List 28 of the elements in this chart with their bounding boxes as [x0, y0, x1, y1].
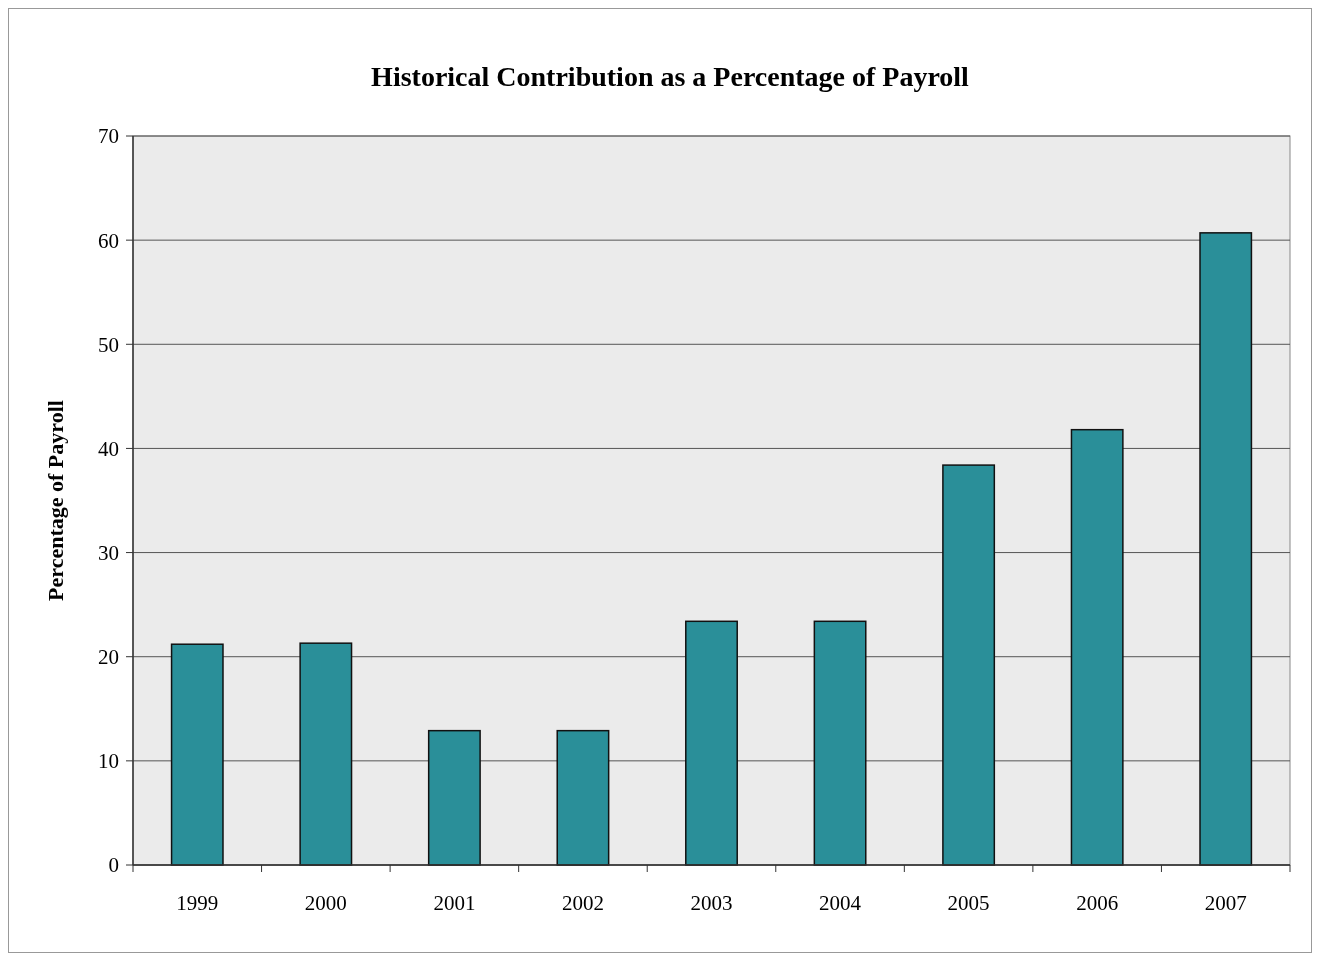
y-tick-label: 10 — [98, 749, 119, 774]
x-tick-label: 2002 — [561, 891, 604, 915]
y-axis-title: Percentage of Payroll — [43, 400, 68, 601]
bar — [427, 729, 481, 866]
y-tick-label: 40 — [98, 436, 119, 461]
bar — [1070, 428, 1124, 866]
x-tick-label: 1999 — [176, 891, 219, 915]
x-tick-label: 2004 — [819, 891, 862, 915]
y-tick-label: 20 — [98, 645, 119, 670]
bar — [299, 642, 353, 866]
x-tick-label: 2001 — [433, 891, 476, 915]
x-tick-label: 2000 — [304, 891, 347, 915]
y-tick-label: 60 — [98, 228, 119, 253]
y-tick-label: 30 — [98, 540, 119, 565]
bar — [170, 643, 224, 866]
y-tick-label: 50 — [98, 332, 119, 357]
bar — [942, 464, 996, 866]
bar — [1199, 232, 1253, 866]
x-tick-label: 2007 — [1204, 891, 1247, 915]
x-tick-label: 2005 — [947, 891, 990, 915]
y-tick-label: 0 — [108, 853, 119, 878]
x-tick-label: 2006 — [1076, 891, 1119, 915]
bar — [813, 620, 867, 866]
chart-title: Historical Contribution as a Percentage of Payroll — [371, 61, 970, 92]
y-tick-label: 70 — [98, 124, 119, 149]
bar — [685, 620, 738, 866]
x-tick-label: 2003 — [690, 891, 733, 915]
bar — [556, 729, 610, 866]
